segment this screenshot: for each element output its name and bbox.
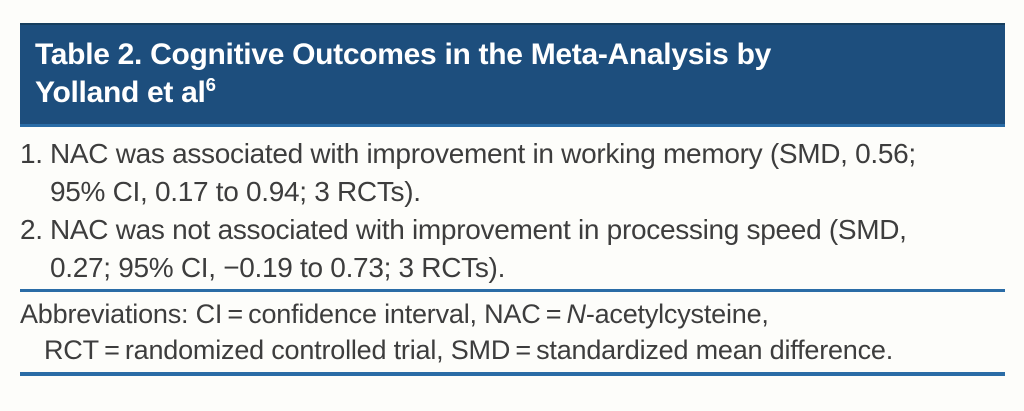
- finding-1-number: 1.: [20, 138, 43, 169]
- table-title-reference-superscript: 6: [205, 74, 216, 95]
- finding-2-line-2: 0.27; 95% CI, −0.19 to 0.73; 3 RCTs).: [50, 252, 506, 283]
- finding-item-2: 2. NAC was not associated with improveme…: [20, 211, 1005, 287]
- finding-item-1: 1. NAC was associated with improvement i…: [20, 135, 1005, 211]
- finding-2-number: 2.: [20, 214, 43, 245]
- finding-2-line-1: NAC was not associated with improvement …: [50, 214, 907, 245]
- table-bottom-rule: [20, 372, 1005, 376]
- table-title-line1: Table 2. Cognitive Outcomes in the Meta-…: [35, 38, 771, 71]
- table-title: Table 2. Cognitive Outcomes in the Meta-…: [35, 36, 989, 112]
- footnote-divider-rule: [20, 289, 1005, 292]
- finding-2-text: NAC was not associated with improvement …: [50, 211, 907, 287]
- abbreviations-italic-n: N: [566, 299, 587, 329]
- abbreviations-line-2: RCT = randomized controlled trial, SMD =…: [44, 335, 894, 365]
- table-2-card: Table 2. Cognitive Outcomes in the Meta-…: [20, 23, 1005, 376]
- abbreviations-footnote: Abbreviations: CI = confidence interval,…: [20, 292, 1005, 368]
- abbreviations-line-1-prefix: Abbreviations: CI = confidence interval,…: [20, 299, 567, 329]
- abbreviations-line-1: Abbreviations: CI = confidence interval,…: [20, 296, 1005, 332]
- table-body: 1. NAC was associated with improvement i…: [20, 127, 1005, 287]
- finding-1-line-2: 95% CI, 0.17 to 0.94; 3 RCTs).: [50, 176, 421, 207]
- abbreviations-line-1-suffix: -acetylcysteine,: [585, 299, 769, 329]
- finding-1-line-1: NAC was associated with improvement in w…: [50, 138, 916, 169]
- finding-1-text: NAC was associated with improvement in w…: [50, 135, 916, 211]
- table-title-line2: Yolland et al: [35, 76, 206, 109]
- table-header: Table 2. Cognitive Outcomes in the Meta-…: [20, 23, 1005, 127]
